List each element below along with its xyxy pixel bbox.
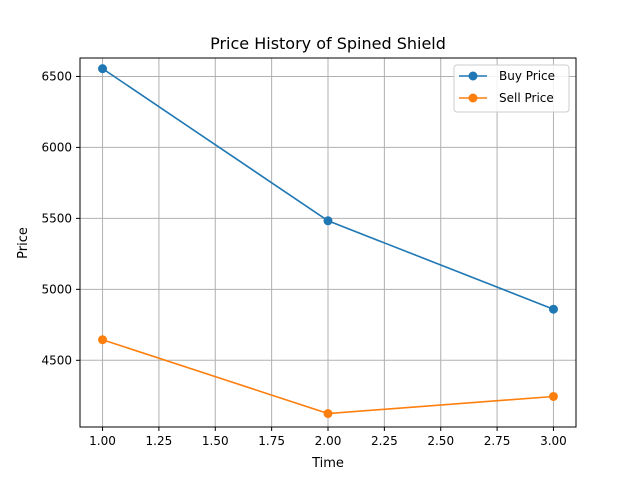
grid	[80, 58, 576, 427]
x-tick-label: 2.25	[371, 434, 398, 448]
y-tick-label: 4500	[41, 353, 72, 367]
legend-marker	[468, 71, 478, 81]
chart-title: Price History of Spined Shield	[210, 34, 446, 53]
x-axis-label: Time	[311, 456, 344, 471]
legend-item-buy-price: Buy Price	[459, 69, 555, 83]
data-point-sell-price	[323, 409, 333, 419]
x-tick-label: 1.50	[202, 434, 229, 448]
series-sell-price	[98, 335, 558, 419]
y-tick-label: 5500	[41, 211, 72, 225]
data-point-buy-price	[323, 216, 333, 226]
x-tick-label: 3.00	[540, 434, 567, 448]
data-point-buy-price	[548, 304, 558, 314]
legend: Buy Price Sell Price	[453, 64, 570, 113]
y-tick-label: 5000	[41, 282, 72, 296]
legend-label: Sell Price	[499, 91, 554, 105]
x-tick-label: 1.75	[258, 434, 285, 448]
x-tick-label: 2.75	[484, 434, 511, 448]
legend-marker	[468, 93, 478, 103]
y-tick-label: 6000	[41, 140, 72, 154]
x-axis-ticks: 1.00 1.25 1.50 1.75 2.00 2.25 2.50 2.75 3.00	[89, 427, 567, 448]
y-axis-ticks: 4500 5000 5500 6000 6500	[41, 69, 80, 367]
y-tick-label: 6500	[41, 69, 72, 83]
series-lines	[98, 64, 558, 419]
y-axis-label: Price	[16, 227, 31, 259]
legend-label: Buy Price	[499, 69, 555, 83]
data-point-sell-price	[548, 391, 558, 401]
x-tick-label: 2.50	[427, 434, 454, 448]
data-point-sell-price	[98, 335, 108, 345]
x-tick-label: 1.25	[146, 434, 173, 448]
series-buy-price	[98, 64, 558, 314]
legend-item-sell-price: Sell Price	[459, 91, 554, 105]
x-tick-label: 1.00	[89, 434, 116, 448]
data-point-buy-price	[98, 64, 108, 74]
x-tick-label: 2.00	[315, 434, 342, 448]
